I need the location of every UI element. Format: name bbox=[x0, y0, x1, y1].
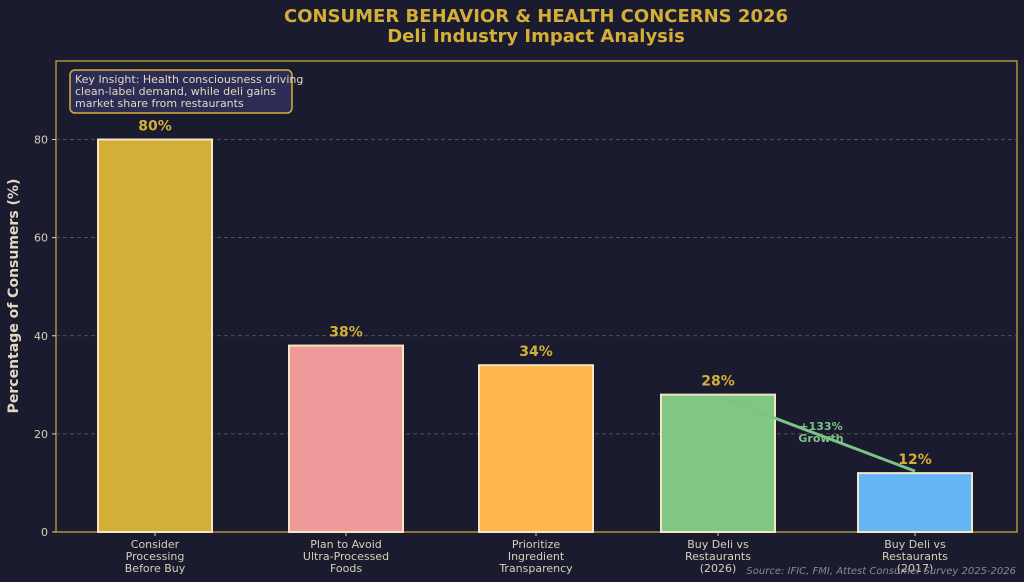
growth-arrow bbox=[717, 395, 916, 473]
x-tick-label-4-0: Buy Deli vs bbox=[884, 538, 946, 551]
x-tick-label-3-0: Buy Deli vs bbox=[687, 538, 749, 551]
bar-1 bbox=[288, 344, 404, 533]
insight-box-frame bbox=[69, 69, 293, 114]
y-tick-label-0: 0 bbox=[41, 526, 48, 539]
grid bbox=[56, 139, 1017, 435]
y-tick-label-1: 20 bbox=[34, 428, 48, 441]
bar-value-label-4: 12% bbox=[898, 452, 932, 468]
source-note: Source: IFIC, FMI, Attest Consumer Surve… bbox=[746, 566, 1016, 577]
x-tick-label-3-2: (2026) bbox=[700, 562, 737, 575]
x-tick-label-1-2: Foods bbox=[330, 562, 362, 575]
growth-label-2: Growth bbox=[798, 432, 843, 445]
y-tick-label-2: 40 bbox=[34, 330, 48, 343]
chart-title: CONSUMER BEHAVIOR & HEALTH CONCERNS 2026 bbox=[284, 6, 788, 27]
bar-value-label-2: 34% bbox=[519, 344, 553, 360]
insight-line-3: market share from restaurants bbox=[75, 97, 244, 110]
x-tick-label-0-1: Processing bbox=[126, 550, 185, 563]
x-tick-label-4-1: Restaurants bbox=[882, 550, 948, 563]
y-axis-label: Percentage of Consumers (%) bbox=[6, 179, 22, 414]
x-tick-label-0-0: Consider bbox=[131, 538, 180, 551]
x-tick-label-1-1: Ultra-Processed bbox=[303, 550, 389, 563]
bar-4 bbox=[857, 472, 973, 533]
bar-2 bbox=[478, 364, 594, 533]
y-tick-label-3: 60 bbox=[34, 232, 48, 245]
bar-0 bbox=[97, 138, 213, 533]
insight-line-2: clean-label demand, while deli gains bbox=[75, 85, 276, 98]
growth-label-1: +133% bbox=[799, 420, 842, 433]
x-tick-label-2-2: Transparency bbox=[498, 562, 573, 575]
x-tick-label-2-0: Prioritize bbox=[512, 538, 560, 551]
x-tick-label-4-2: (2017) bbox=[897, 562, 934, 575]
chart-subtitle: Deli Industry Impact Analysis bbox=[387, 26, 685, 47]
x-tick-label-2-1: Ingredient bbox=[508, 550, 565, 563]
bar-value-label-0: 80% bbox=[138, 119, 172, 135]
y-axis-ticks: 0 20 40 60 80 bbox=[34, 134, 56, 539]
bar-value-label-3: 28% bbox=[701, 374, 735, 390]
insight-line-1: Key Insight: Health consciousness drivin… bbox=[75, 73, 303, 86]
y-tick-label-4: 80 bbox=[34, 134, 48, 147]
insight-box: Key Insight: Health consciousness drivin… bbox=[69, 69, 303, 114]
x-tick-label-3-1: Restaurants bbox=[685, 550, 751, 563]
bar-3 bbox=[660, 393, 776, 533]
x-tick-label-1-0: Plan to Avoid bbox=[310, 538, 382, 551]
x-tick-label-0-2: Before Buy bbox=[125, 562, 186, 575]
bar-value-label-1: 38% bbox=[329, 325, 363, 341]
